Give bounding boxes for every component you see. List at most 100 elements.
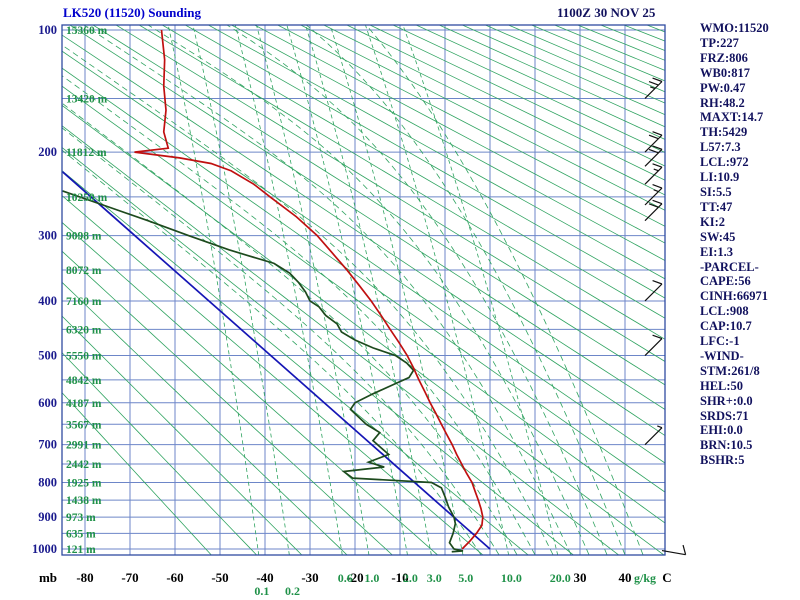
axis-label: -80	[76, 570, 93, 585]
axis-label: 1.0	[364, 571, 379, 585]
axis-label: mb	[39, 570, 57, 585]
index-line: TP:227	[700, 35, 739, 50]
datetime-label: 1100Z 30 NOV 25	[557, 5, 656, 20]
axis-label: 121 m	[66, 544, 96, 556]
index-line: RH:48.2	[700, 95, 745, 110]
axis-label: 2442 m	[66, 459, 102, 471]
axis-label: -70	[121, 570, 138, 585]
axis-label: C	[662, 570, 671, 585]
axis-label: 4842 m	[66, 375, 102, 387]
axis-label: 1000	[32, 542, 57, 556]
axis-label: -50	[211, 570, 228, 585]
axis-label: 6320 m	[66, 324, 102, 336]
wind-barbs	[644, 77, 687, 556]
plot-border	[61, 24, 666, 556]
background-grid	[62, 25, 665, 555]
axis-label: -10	[391, 570, 408, 585]
index-line: L57:7.3	[700, 140, 741, 155]
axis-label: 1438 m	[66, 495, 102, 507]
axis-label: 900	[38, 510, 57, 524]
index-line: LI:10.9	[700, 170, 740, 185]
axis-label: 100	[38, 23, 57, 37]
axis-label: 4187 m	[66, 398, 102, 410]
axis-label: 635 m	[66, 528, 96, 540]
index-line: CAP:10.7	[700, 319, 752, 334]
axis-label: 973 m	[66, 512, 96, 524]
wind-barb	[644, 334, 663, 356]
axis-label: 700	[38, 438, 57, 452]
axis-label: 2991 m	[66, 440, 102, 452]
index-line: -WIND-	[700, 348, 744, 363]
index-line: STM:261/8	[700, 363, 760, 378]
indices-panel: WMO:11520 TP:227 FRZ:806 WB0:817 PW:0.47 RH:4…	[700, 21, 769, 468]
axis-label: 11812 m	[66, 147, 107, 159]
index-line: LFC:-1	[700, 334, 740, 349]
index-line: MAXT:14.7	[700, 110, 764, 125]
axis-label: 3.0	[427, 571, 442, 585]
parcel-line	[62, 171, 491, 550]
axis-label: 400	[38, 294, 57, 308]
axis-label: 800	[38, 475, 57, 489]
axis-label: 3567 m	[66, 419, 102, 431]
index-line: LCL:908	[700, 304, 749, 319]
sounding-curves	[62, 29, 491, 553]
index-line: -PARCEL-	[700, 259, 759, 274]
axis-label: 9098 m	[66, 231, 102, 243]
index-line: SHR+:0.0	[700, 393, 753, 408]
axis-label: 20.0	[550, 571, 571, 585]
axis-label: 7160 m	[66, 296, 102, 308]
mixing-ratio-lines	[167, 25, 559, 555]
axis-label: 13420 m	[66, 93, 108, 105]
axis-label: 300	[38, 229, 57, 243]
axis-label: -20	[346, 570, 363, 585]
index-line: KI:2	[700, 214, 725, 229]
index-line: SI:5.5	[700, 184, 732, 199]
axis-label: 5.0	[458, 571, 473, 585]
index-line: BSHR:5	[700, 453, 745, 468]
wind-barb	[644, 425, 663, 446]
wind-barb	[644, 77, 663, 99]
axis-label: -60	[166, 570, 183, 585]
axis-label: 200	[38, 145, 57, 159]
index-line: SW:45	[700, 229, 736, 244]
index-line: BRN:10.5	[700, 438, 753, 453]
index-line: SRDS:71	[700, 408, 749, 423]
index-line: EI:1.3	[700, 244, 733, 259]
index-line: PW:0.47	[700, 80, 746, 95]
axis-label: 2.0	[403, 571, 418, 585]
index-line: TT:47	[700, 199, 733, 214]
axis-label: 40	[619, 570, 632, 585]
index-line: TH:5429	[700, 125, 748, 140]
wind-barb	[644, 163, 663, 185]
wind-barb	[644, 199, 663, 222]
wind-barb	[644, 145, 663, 167]
axis-label: 1925 m	[66, 477, 102, 489]
index-line: EHI:0.0	[700, 423, 743, 438]
dry-adiabats	[62, 25, 665, 555]
axis-label: 30	[574, 570, 587, 585]
index-line: HEL:50	[700, 378, 744, 393]
index-line: WMO:11520	[700, 21, 769, 35]
axis-label: 10250 m	[66, 192, 108, 204]
page-title: LK520 (11520) Sounding	[63, 5, 201, 20]
axis-labels: 100 200 300 400 500 600 700 800 900 1000 mb -80 -70 -…	[32, 23, 672, 598]
axis-label: 500	[38, 349, 57, 363]
axis-label: 5550 m	[66, 351, 102, 363]
index-line: WB0:817	[700, 65, 750, 80]
axis-label: -40	[256, 570, 273, 585]
wind-barb	[644, 184, 663, 206]
wind-barb	[644, 131, 663, 153]
index-line: CAPE:56	[700, 274, 751, 289]
axis-label: 0.1	[254, 584, 269, 598]
axis-label: 10.0	[501, 571, 522, 585]
dewpoint-curve	[62, 190, 464, 553]
index-line: FRZ:806	[700, 50, 748, 65]
index-line: LCL:972	[700, 155, 749, 170]
index-line: CINH:66971	[700, 289, 769, 304]
axis-label: 600	[38, 396, 57, 410]
axis-label: -30	[301, 570, 318, 585]
wind-barb	[661, 544, 687, 556]
axis-label: 0.2	[285, 584, 300, 598]
